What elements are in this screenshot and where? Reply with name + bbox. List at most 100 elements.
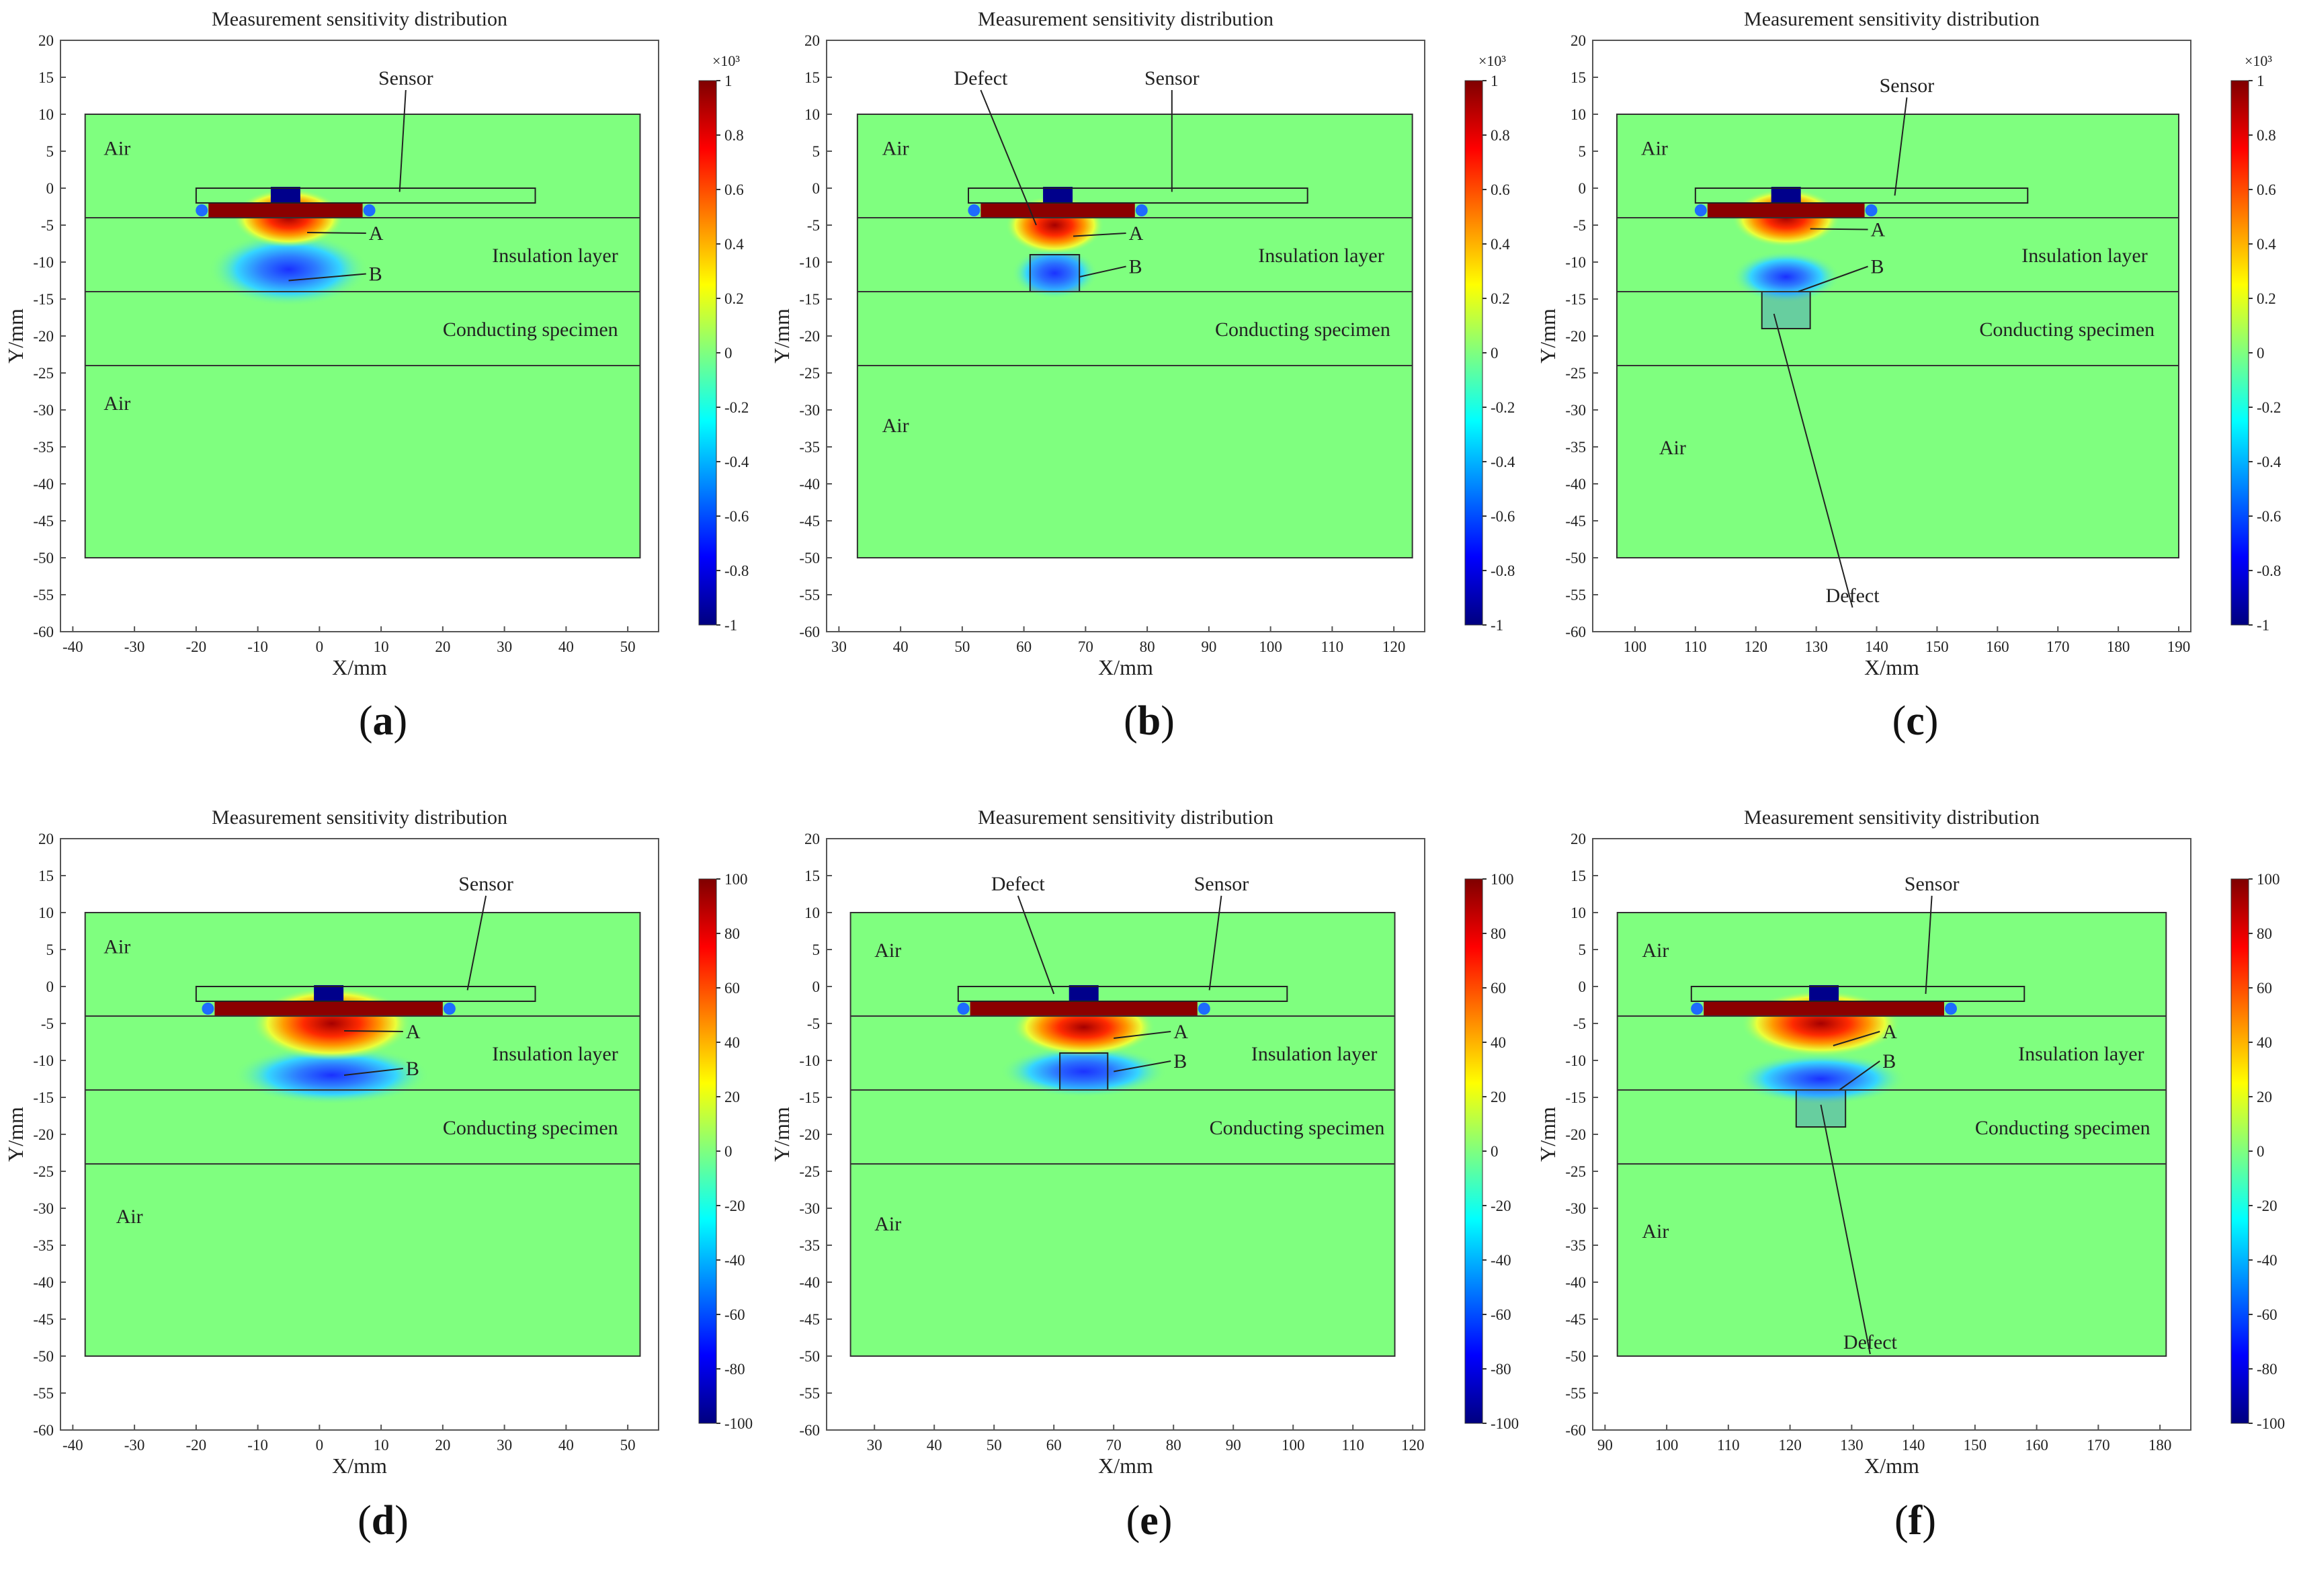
colorbar-tick-label: -0.2 — [724, 399, 749, 416]
electrode-gap — [270, 187, 300, 203]
callout-leader — [1810, 228, 1868, 230]
x-tick-label: 80 — [1140, 638, 1155, 655]
colorbar-tick-label: 100 — [724, 871, 748, 888]
low-sensitivity-region — [208, 233, 369, 306]
y-tick-label: -60 — [1565, 624, 1586, 640]
colorbar-tick-label: 60 — [1491, 980, 1506, 997]
y-tick-label: -5 — [41, 1015, 54, 1032]
colorbar-tick-label: 0.2 — [2257, 290, 2276, 307]
chart-title: Measurement sensitivity distribution — [212, 806, 507, 829]
low-sensitivity-region — [1731, 251, 1841, 303]
x-tick-label: 30 — [867, 1437, 882, 1454]
y-tick-label: -50 — [1565, 1348, 1586, 1365]
y-tick-label: 0 — [46, 978, 54, 995]
callout-label: Defect — [1843, 1331, 1898, 1353]
colorbar-tick-label: 0 — [1491, 1143, 1499, 1160]
colorbar-tick-label: -60 — [1491, 1306, 1511, 1323]
y-tick-label: 5 — [46, 941, 54, 958]
y-tick-label: -15 — [33, 291, 54, 308]
y-tick-label: -30 — [1565, 1200, 1586, 1217]
callout-label: A — [369, 222, 384, 245]
x-tick-label: 190 — [2167, 638, 2191, 655]
colorbar-tick-label: -0.2 — [2257, 399, 2281, 416]
colorbar-tick-label: 0.6 — [1491, 181, 1510, 198]
colorbar-tick-label: 1 — [724, 73, 733, 89]
colorbar-tick-label: -40 — [1491, 1252, 1511, 1269]
y-axis-label: Y/mm — [769, 1107, 794, 1162]
x-axis-label: X/mm — [1098, 655, 1153, 679]
x-tick-label: 40 — [558, 1437, 574, 1454]
panel-d-caption: (d) — [358, 1498, 409, 1544]
region-label: Air — [1659, 437, 1686, 459]
x-axis-label: X/mm — [1098, 1454, 1153, 1478]
colorbar-tick-label: -20 — [2257, 1198, 2277, 1214]
y-tick-label: -45 — [1565, 1311, 1586, 1328]
y-tick-label: -60 — [33, 1422, 54, 1439]
x-tick-label: 160 — [2025, 1437, 2048, 1454]
x-tick-label: 130 — [1840, 1437, 1864, 1454]
x-tick-label: 30 — [497, 638, 512, 655]
edge-spot-right — [1944, 1003, 1957, 1015]
region-label: Air — [1642, 1220, 1669, 1243]
colorbar-tick-label: -40 — [2257, 1252, 2277, 1269]
region-label: Insulation layer — [492, 245, 618, 267]
y-tick-label: 5 — [1579, 941, 1587, 958]
colorbar-tick-label: 0.4 — [724, 236, 744, 253]
x-tick-label: 170 — [2087, 1437, 2110, 1454]
region-label: Insulation layer — [1251, 1043, 1377, 1065]
edge-spot-right — [1198, 1003, 1210, 1015]
y-tick-label: -5 — [807, 1015, 820, 1032]
x-tick-label: 50 — [987, 1437, 1002, 1454]
y-tick-label: -40 — [799, 1274, 820, 1291]
y-tick-label: -5 — [41, 217, 54, 234]
colorbar-tick-label: -20 — [1491, 1198, 1511, 1214]
callout-label: Sensor — [378, 67, 433, 89]
y-tick-label: -10 — [33, 1052, 54, 1069]
x-tick-label: 100 — [1282, 1437, 1305, 1454]
colorbar-tick-label: -1 — [724, 617, 737, 634]
y-axis-label: Y/mm — [769, 308, 794, 364]
x-tick-label: -10 — [247, 1437, 268, 1454]
colorbar-tick-label: 0.4 — [2257, 236, 2276, 253]
y-tick-label: 10 — [38, 106, 54, 123]
y-tick-label: -35 — [1565, 1237, 1586, 1254]
x-tick-label: 10 — [374, 638, 389, 655]
colorbar-tick-label: 0.2 — [1491, 290, 1510, 307]
x-tick-label: 110 — [1321, 638, 1344, 655]
colorbar-tick-label: -100 — [2257, 1415, 2285, 1432]
colorbar-tick-label: 20 — [1491, 1089, 1506, 1105]
edge-spot-left — [1691, 1003, 1704, 1015]
colorbar-tick-label: 60 — [724, 980, 740, 997]
panel-c: Measurement sensitivity distribution Air I… — [1532, 0, 2298, 798]
sensor-outline — [1694, 187, 2029, 204]
x-tick-label: -30 — [124, 638, 145, 655]
callout-leader — [399, 89, 407, 192]
panel-f: Measurement sensitivity distribution Air I… — [1532, 798, 2298, 1596]
y-tick-label: 10 — [38, 905, 54, 921]
region-label: Air — [874, 939, 901, 962]
edge-spot-left — [202, 1003, 214, 1015]
callout-label: B — [369, 263, 382, 286]
y-tick-label: -60 — [1565, 1422, 1586, 1439]
colorbar-tick-label: 0 — [724, 345, 733, 362]
x-tick-label: 140 — [1865, 638, 1888, 655]
region-label: Air — [882, 138, 909, 160]
colorbar-tick-label: 80 — [724, 925, 740, 942]
region-label: Air — [874, 1213, 901, 1235]
y-tick-label: -20 — [799, 1126, 820, 1143]
defect-box — [1761, 291, 1811, 329]
y-tick-label: -15 — [33, 1089, 54, 1106]
panel-e: Measurement sensitivity distribution Air I… — [766, 798, 1532, 1596]
y-tick-label: -25 — [799, 1163, 820, 1180]
region-label: Air — [103, 392, 130, 415]
callout-leader — [466, 895, 487, 991]
x-tick-label: 160 — [1986, 638, 2009, 655]
x-tick-label: 0 — [316, 1437, 324, 1454]
y-tick-label: -20 — [33, 1126, 54, 1143]
y-tick-label: -25 — [33, 1163, 54, 1180]
y-tick-label: 15 — [1571, 69, 1586, 86]
y-tick-label: -45 — [799, 513, 820, 530]
y-tick-label: -15 — [1565, 1089, 1586, 1106]
callout-label: Sensor — [1144, 67, 1200, 89]
x-tick-label: 60 — [1016, 638, 1032, 655]
